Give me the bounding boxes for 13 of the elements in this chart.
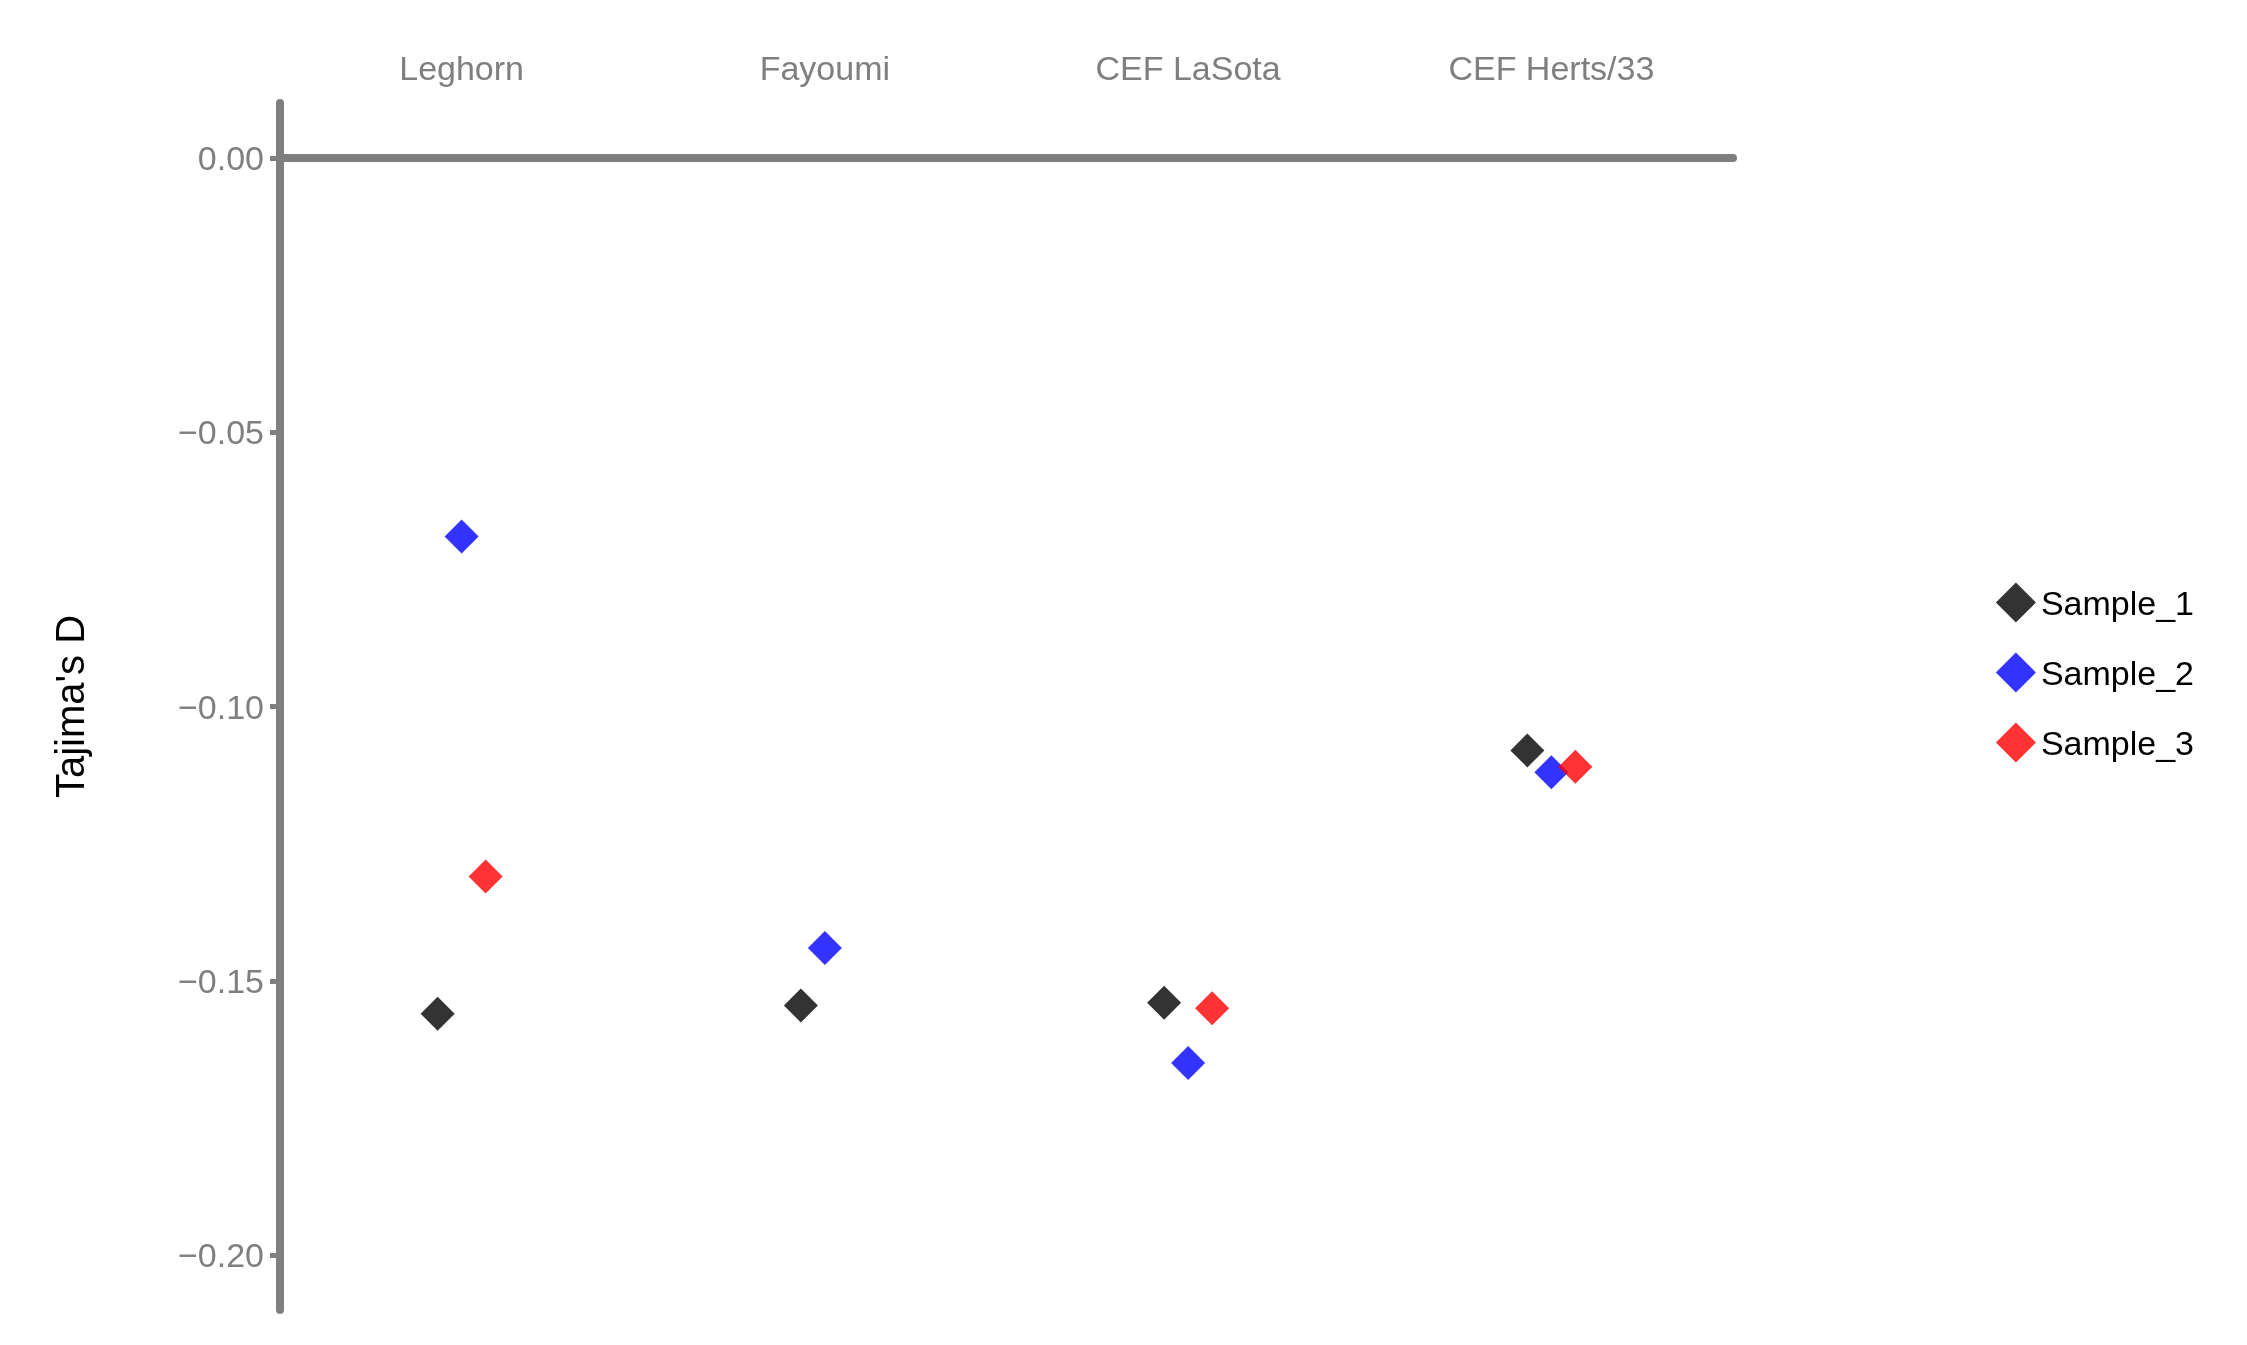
- y-tick-label: 0.00: [197, 138, 264, 177]
- legend-label: Sample_1: [2040, 583, 2195, 622]
- legend-label: Sample_2: [2040, 653, 2195, 692]
- x-tick-label: Fayoumi: [759, 49, 891, 87]
- y-axis-title: Tajima's D: [48, 614, 92, 799]
- x-tick-label: CEF LaSota: [1095, 49, 1281, 87]
- x-tick-label: Leghorn: [399, 49, 525, 87]
- y-tick-label: −0.05: [177, 413, 264, 452]
- y-tick-label: −0.10: [177, 687, 264, 726]
- y-tick-label: −0.20: [177, 1236, 264, 1275]
- y-tick-label: −0.15: [177, 961, 264, 1000]
- legend-label: Sample_3: [2040, 723, 2195, 762]
- x-tick-label: CEF Herts/33: [1448, 49, 1655, 87]
